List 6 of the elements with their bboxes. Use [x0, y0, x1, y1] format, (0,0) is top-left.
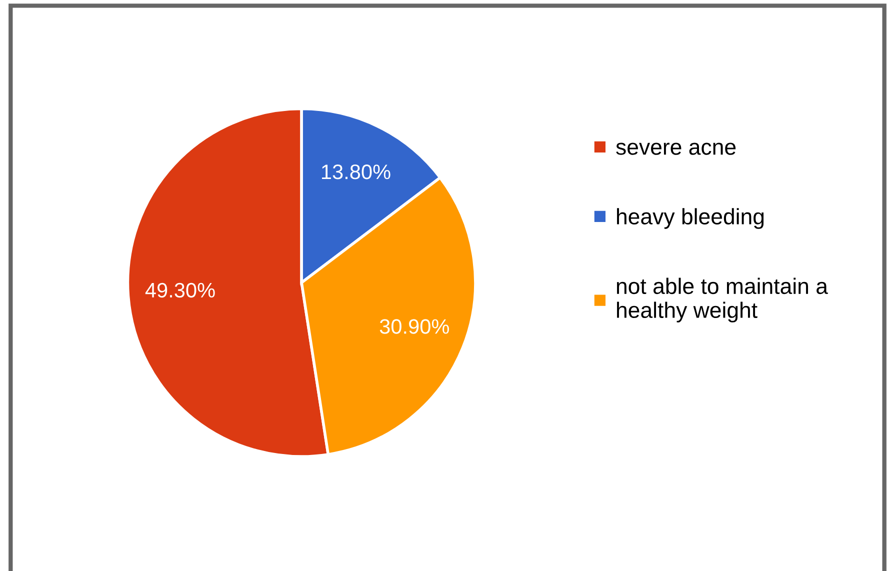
- legend-label: not able to maintain a healthy weight: [616, 278, 828, 322]
- data-label: 13.80%: [322, 164, 390, 180]
- legend-label: severe acne: [616, 142, 736, 155]
- data-label: 30.90%: [380, 319, 449, 334]
- legend-label: heavy bleeding: [617, 208, 764, 229]
- data-label: 49.30%: [145, 282, 215, 298]
